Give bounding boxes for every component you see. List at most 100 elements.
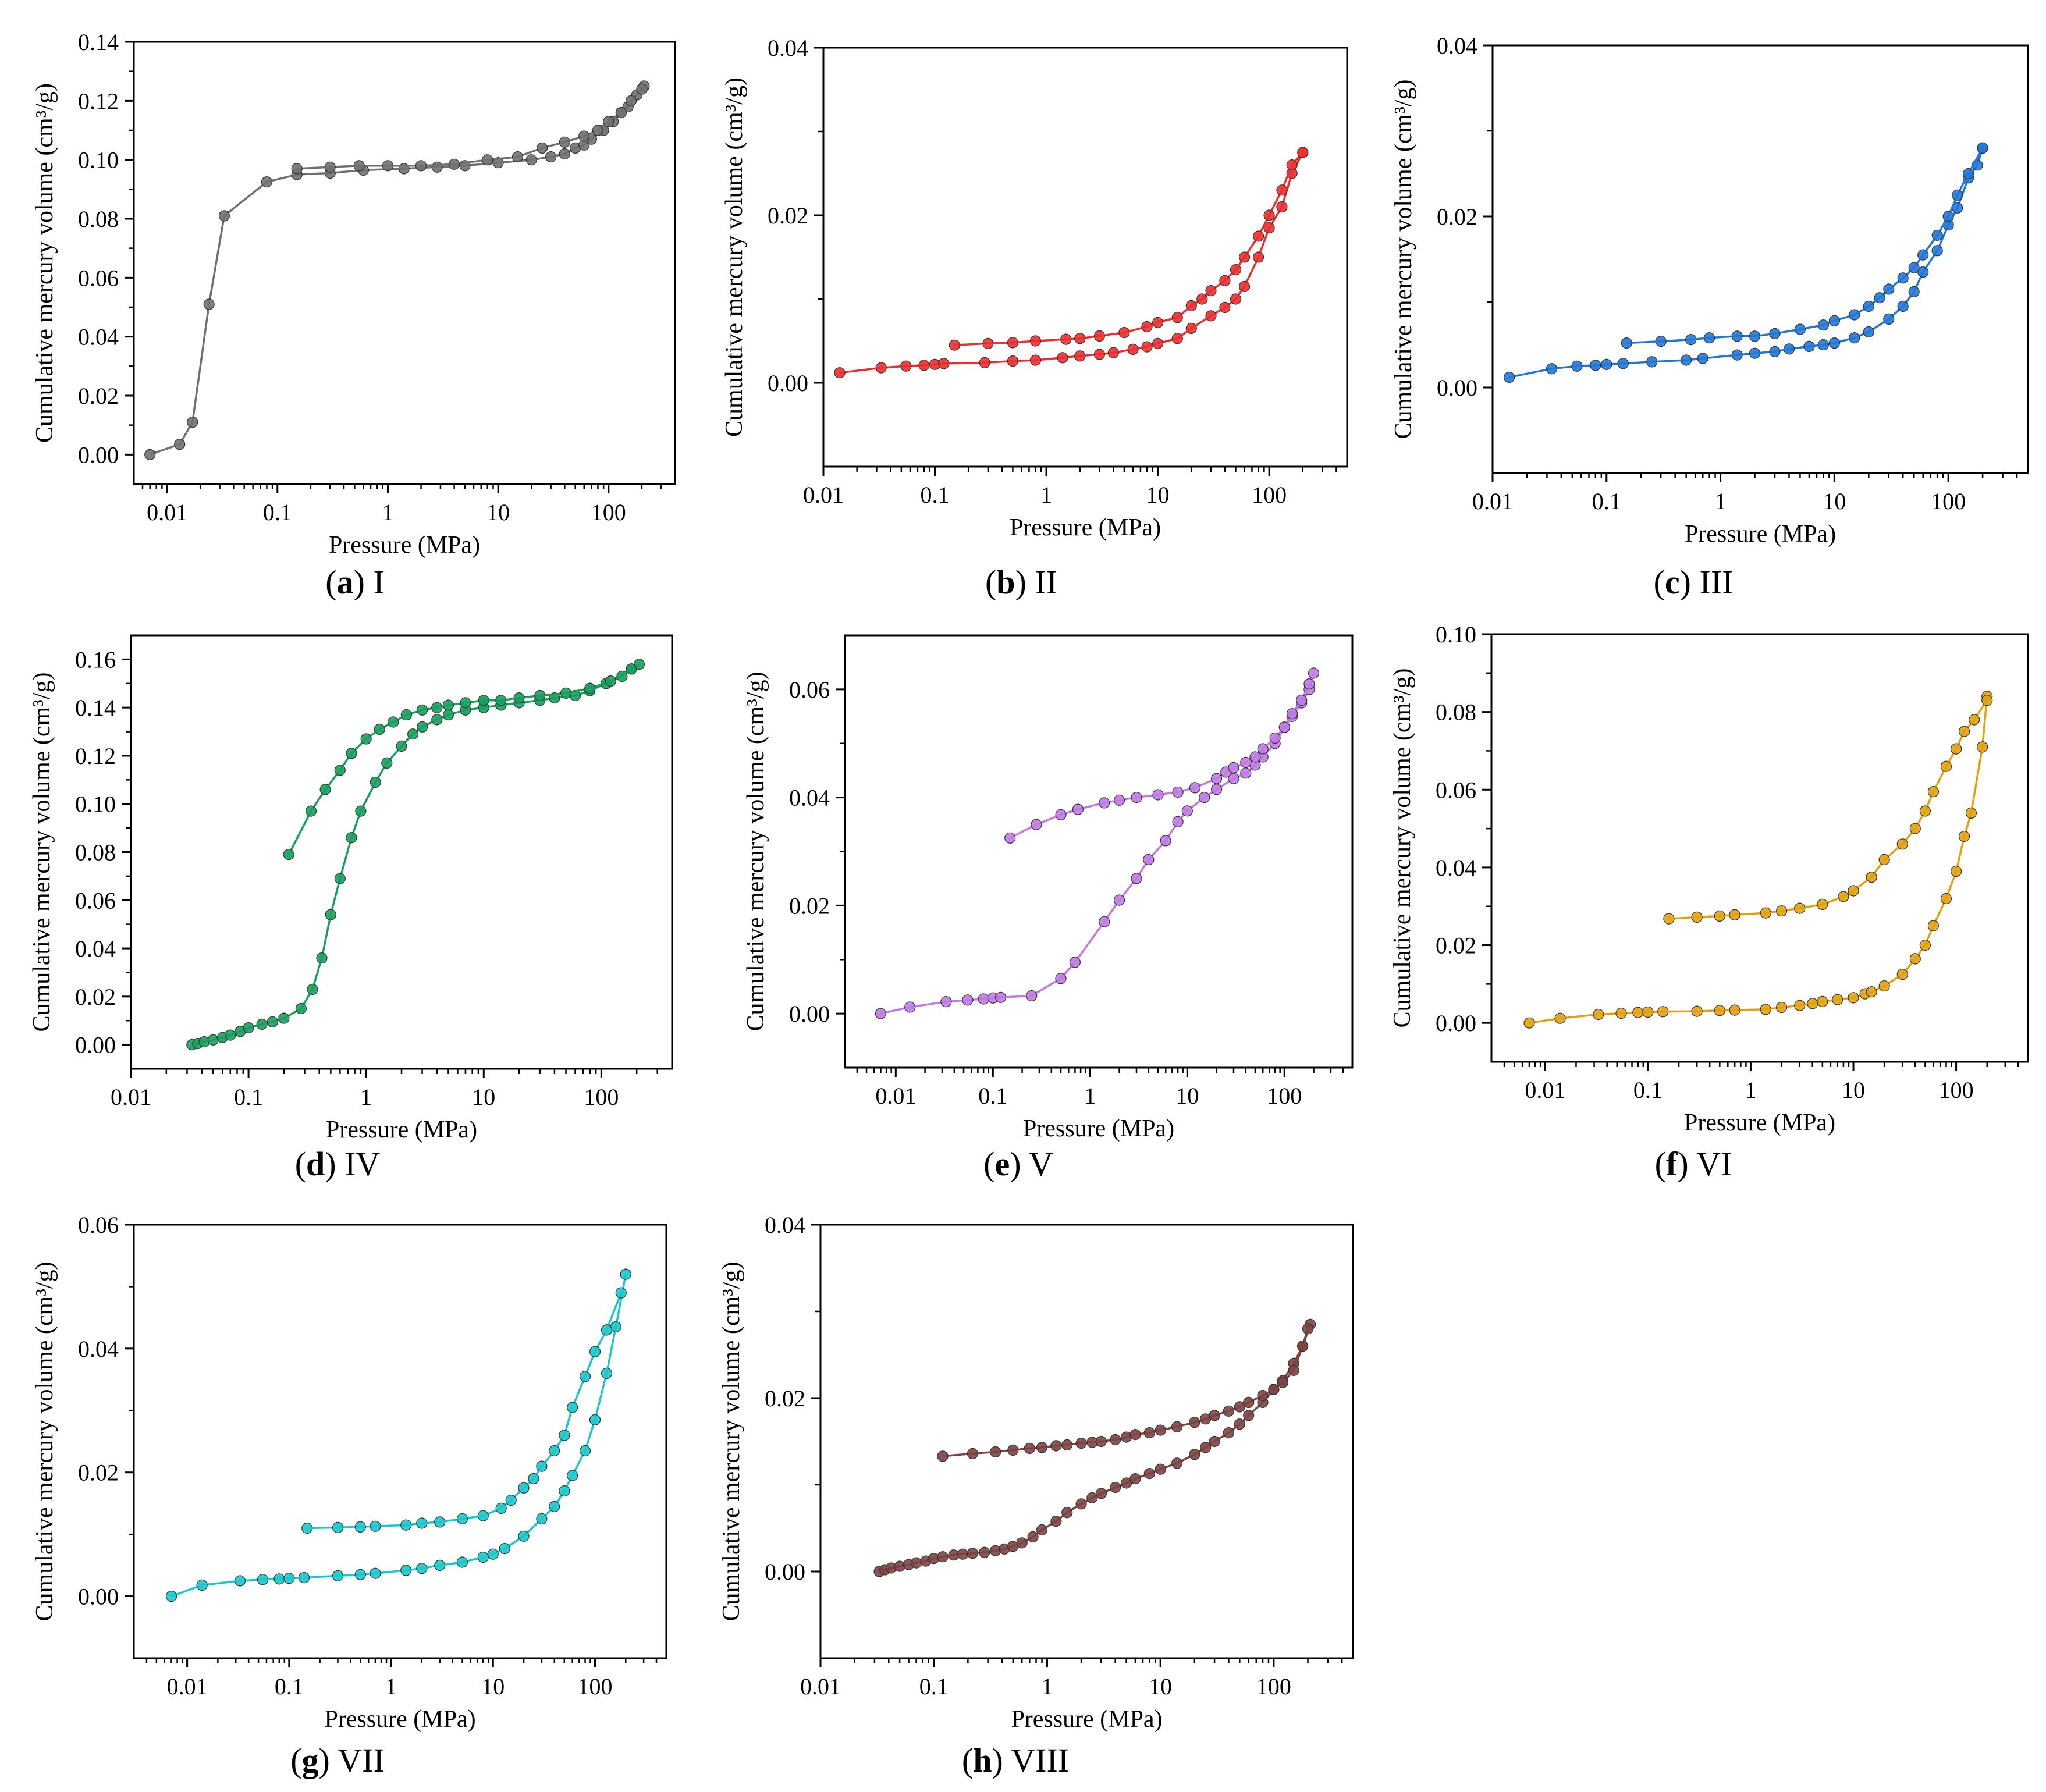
data-point xyxy=(1731,330,1743,342)
x-tick-label: 0.1 xyxy=(1633,1077,1663,1103)
data-point xyxy=(1155,1424,1166,1436)
caption-letter: c xyxy=(1665,563,1680,601)
data-point xyxy=(1951,865,1962,877)
data-point xyxy=(1874,292,1885,304)
data-point xyxy=(1866,986,1877,998)
data-point xyxy=(1554,1012,1566,1024)
data-point xyxy=(1691,911,1703,923)
data-point xyxy=(283,848,294,861)
caption-name: VIII xyxy=(1011,1741,1069,1779)
data-point xyxy=(559,148,570,160)
y-axis-title: Cumulative mercury volume (cm³/g) xyxy=(1389,669,1416,1028)
data-point xyxy=(1230,293,1242,305)
data-point xyxy=(549,1445,560,1457)
data-point xyxy=(218,210,230,222)
x-axis-title: Pressure (MPa) xyxy=(329,532,480,559)
data-point xyxy=(1817,319,1829,331)
data-point xyxy=(1909,953,1921,965)
data-point xyxy=(1141,341,1153,353)
data-point xyxy=(549,1501,560,1512)
data-point xyxy=(1223,1427,1234,1439)
data-point xyxy=(605,675,616,687)
data-point xyxy=(353,160,365,172)
data-point xyxy=(1095,1435,1107,1448)
data-point xyxy=(1919,939,1931,951)
y-tick-label: 0.04 xyxy=(78,324,119,350)
data-point xyxy=(559,1430,570,1441)
data-point xyxy=(1940,893,1952,905)
data-point xyxy=(416,1563,428,1574)
y-tick-label: 0.02 xyxy=(1437,204,1477,230)
data-point xyxy=(1863,326,1874,338)
data-point xyxy=(346,832,357,844)
series-line-intrusion xyxy=(191,663,640,1046)
data-point xyxy=(1697,353,1708,364)
data-point xyxy=(187,416,198,428)
plot-frame xyxy=(1491,44,2029,474)
data-point xyxy=(1189,1417,1200,1428)
data-point xyxy=(360,733,372,745)
data-point xyxy=(566,1402,578,1413)
data-point xyxy=(994,991,1007,1003)
series-line-extrusion xyxy=(1626,147,1984,344)
y-tick-label: 0.04 xyxy=(768,35,808,61)
data-point xyxy=(1749,347,1761,359)
data-point xyxy=(1663,913,1675,925)
data-point xyxy=(536,142,548,154)
data-point xyxy=(316,952,328,964)
data-point xyxy=(1828,315,1840,326)
data-point xyxy=(1181,805,1193,817)
data-point xyxy=(1828,337,1840,349)
data-point xyxy=(545,151,557,163)
data-point xyxy=(1817,898,1828,911)
data-point xyxy=(482,154,493,166)
y-axis-title: Cumulative mercury volume (cm³/g) xyxy=(29,673,55,1032)
data-point xyxy=(626,663,637,675)
data-point xyxy=(1917,266,1929,278)
caption-letter: g xyxy=(302,1741,319,1779)
data-point xyxy=(1209,1435,1220,1448)
data-point xyxy=(334,873,346,884)
data-point xyxy=(1228,762,1239,774)
data-point xyxy=(1590,360,1601,371)
y-tick-label: 0.00 xyxy=(1436,1010,1476,1036)
data-point xyxy=(1646,356,1658,368)
data-point xyxy=(332,1521,344,1533)
data-point xyxy=(1897,272,1909,284)
panel-caption: (e) V xyxy=(983,1145,1053,1183)
data-point xyxy=(1917,249,1929,261)
data-point xyxy=(1050,1440,1062,1452)
data-point xyxy=(1523,1017,1535,1029)
x-axis-title: Pressure (MPa) xyxy=(1685,521,1836,547)
series-line-intrusion xyxy=(1529,696,1988,1024)
data-point xyxy=(1776,1001,1788,1014)
x-tick-label: 0.1 xyxy=(275,1673,304,1699)
plot-frame xyxy=(133,1224,667,1659)
data-point xyxy=(1024,1442,1035,1454)
data-point xyxy=(448,158,460,170)
data-point xyxy=(979,1546,990,1558)
data-point xyxy=(584,682,596,694)
data-point xyxy=(1878,854,1890,866)
data-point xyxy=(1277,1377,1288,1388)
data-point xyxy=(918,360,930,371)
data-point xyxy=(525,154,537,166)
x-tick-label: 100 xyxy=(591,499,626,525)
y-tick-label: 0.14 xyxy=(75,695,116,721)
data-point xyxy=(370,776,381,788)
x-axis-title: Pressure (MPa) xyxy=(1011,1706,1162,1733)
x-tick-label: 1 xyxy=(1041,1673,1053,1699)
data-point xyxy=(442,699,454,711)
data-point xyxy=(636,83,648,95)
x-tick-label: 10 xyxy=(486,499,510,525)
data-point xyxy=(601,1324,613,1336)
y-tick-label: 0.00 xyxy=(789,1001,830,1027)
data-point xyxy=(1729,909,1740,921)
data-point xyxy=(1152,789,1164,801)
data-point xyxy=(1927,785,1939,798)
data-point xyxy=(1113,894,1125,906)
x-tick-label: 10 xyxy=(1146,482,1170,508)
data-point xyxy=(1296,694,1308,706)
data-point xyxy=(1794,902,1806,914)
data-point xyxy=(513,692,525,704)
